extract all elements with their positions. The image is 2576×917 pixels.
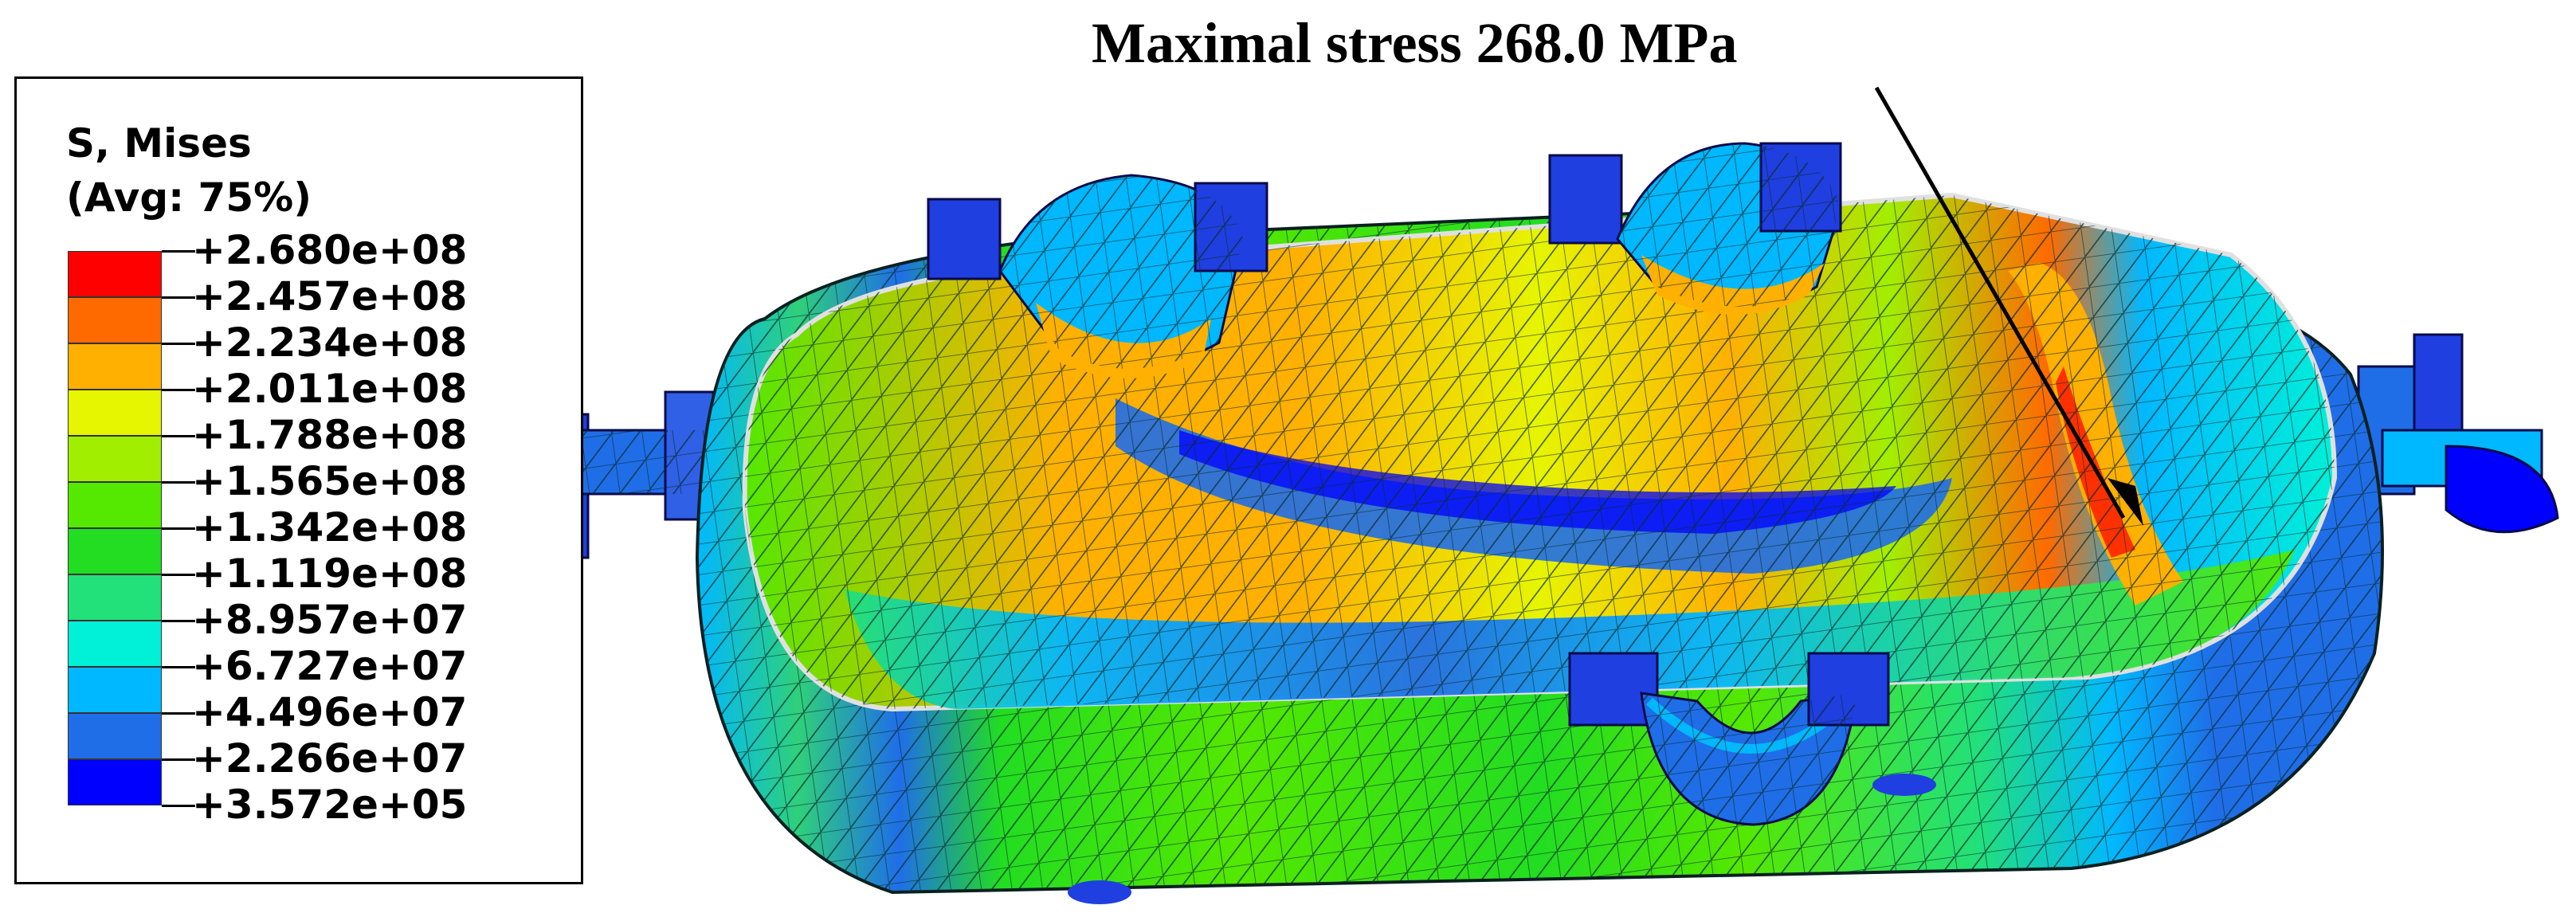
legend-value-label: +1.119e+08 [192, 551, 468, 597]
legend-tick [162, 435, 195, 441]
legend-color-scale [68, 251, 162, 805]
legend-value-label: +1.565e+08 [192, 458, 468, 504]
legend-value-label: +2.680e+08 [192, 227, 468, 273]
legend-tick [162, 481, 195, 487]
legend-tick [162, 389, 195, 394]
legend-tick [162, 758, 195, 764]
right-nozzle [2357, 333, 2559, 534]
top-saddle-left [927, 174, 1268, 378]
legend-swatch [68, 713, 162, 759]
annotation-arrowhead [2107, 478, 2143, 526]
top-saddle-right [1548, 142, 1842, 315]
legend-value-label: +2.234e+08 [192, 319, 468, 366]
legend-value-label: +3.572e+05 [192, 782, 468, 828]
legend-value-label: +2.457e+08 [192, 273, 468, 319]
bottom-saddle [1568, 652, 1890, 826]
support-foot [1872, 774, 1936, 796]
legend-tick [162, 296, 195, 302]
legend-tick [162, 527, 195, 533]
legend-swatch [68, 667, 162, 713]
annotation-arrow-line [1874, 86, 2126, 519]
legend-value-label: +2.011e+08 [192, 366, 468, 412]
legend-value-label: +4.496e+07 [192, 689, 468, 735]
max-stress-annotation: Maximal stress 268.0 MPa [1092, 11, 1738, 75]
legend-tick [162, 250, 195, 256]
legend-tick [162, 574, 195, 579]
legend-swatch [68, 436, 162, 482]
legend-value-label: +1.342e+08 [192, 504, 468, 551]
support-foot [1068, 880, 1131, 904]
legend-tick [162, 343, 195, 348]
legend-tick [162, 666, 195, 672]
legend-value-label: +6.727e+07 [192, 643, 468, 689]
legend-swatch [68, 297, 162, 343]
contour-legend: S, Mises (Avg: 75%) +2.680e+08 +2.457e+08… [14, 76, 583, 884]
legend-swatch [68, 759, 162, 805]
legend-tick [162, 805, 195, 810]
legend-swatch [68, 343, 162, 390]
legend-tick [162, 620, 195, 625]
legend-swatch [68, 574, 162, 621]
legend-swatch [68, 251, 162, 297]
legend-swatch [68, 390, 162, 436]
legend-swatch [68, 528, 162, 574]
legend-value-label: +2.266e+07 [192, 735, 468, 782]
legend-value-label: +8.957e+07 [192, 597, 468, 643]
legend-swatch [68, 621, 162, 667]
legend-swatch [68, 482, 162, 528]
legend-title-averaging: (Avg: 75%) [66, 174, 312, 221]
legend-tick [162, 712, 195, 718]
legend-title-variable: S, Mises [66, 120, 252, 167]
legend-value-label: +1.788e+08 [192, 412, 468, 458]
